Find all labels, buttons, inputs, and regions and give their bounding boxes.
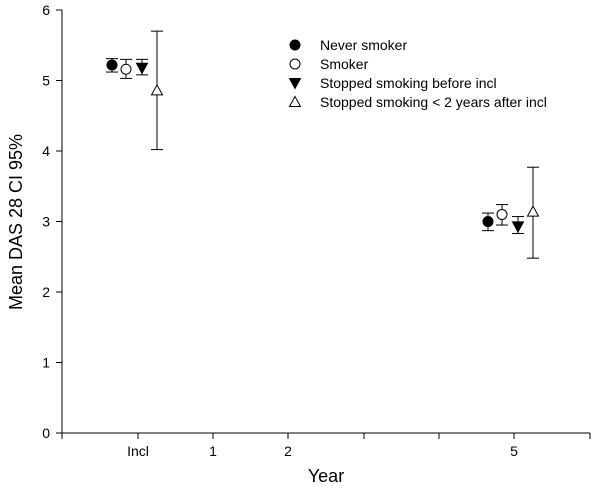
point-series-1-5 bbox=[496, 208, 508, 220]
legend-label-0: Never smoker bbox=[320, 37, 407, 53]
y-tick-label-6: 6 bbox=[42, 2, 50, 18]
point-series-2-Incl bbox=[135, 62, 149, 75]
legend-marker-2 bbox=[288, 78, 302, 90]
y-tick-label-0: 0 bbox=[42, 425, 50, 441]
point-series-1-Incl bbox=[120, 63, 132, 75]
x-tick-label-1: 1 bbox=[209, 443, 217, 459]
x-tick-label-Incl: Incl bbox=[127, 443, 149, 459]
point-series-0-Incl bbox=[106, 59, 118, 71]
y-tick-label-1: 1 bbox=[42, 355, 50, 371]
x-axis-label: Year bbox=[308, 466, 344, 486]
legend-marker-0 bbox=[289, 39, 301, 51]
x-tick-label-2: 2 bbox=[284, 443, 292, 459]
point-series-3-5 bbox=[526, 205, 540, 217]
y-axis-label: Mean DAS 28 CI 95% bbox=[6, 134, 26, 310]
legend-label-1: Smoker bbox=[320, 56, 369, 72]
y-tick-label-5: 5 bbox=[42, 73, 50, 89]
data-marks bbox=[106, 30, 540, 259]
legend-marker-1 bbox=[289, 58, 301, 70]
y-tick-label-2: 2 bbox=[42, 284, 50, 300]
legend-label-2: Stopped smoking before incl bbox=[320, 75, 497, 91]
point-series-3-Incl bbox=[150, 83, 164, 96]
y-tick-label-4: 4 bbox=[42, 143, 50, 159]
y-tick-label-3: 3 bbox=[42, 214, 50, 230]
legend-label-3: Stopped smoking < 2 years after incl bbox=[320, 94, 547, 110]
point-series-2-5 bbox=[511, 221, 525, 233]
ticks: 0 1 2 3 4 5 6 Incl 1 2 5 bbox=[42, 2, 591, 459]
axes bbox=[61, 10, 590, 434]
legend: Never smoker Smoker Stopped smoking before… bbox=[288, 37, 547, 110]
legend-marker-3 bbox=[288, 95, 302, 107]
x-tick-label-5: 5 bbox=[510, 443, 518, 459]
point-series-0-5 bbox=[482, 216, 494, 227]
